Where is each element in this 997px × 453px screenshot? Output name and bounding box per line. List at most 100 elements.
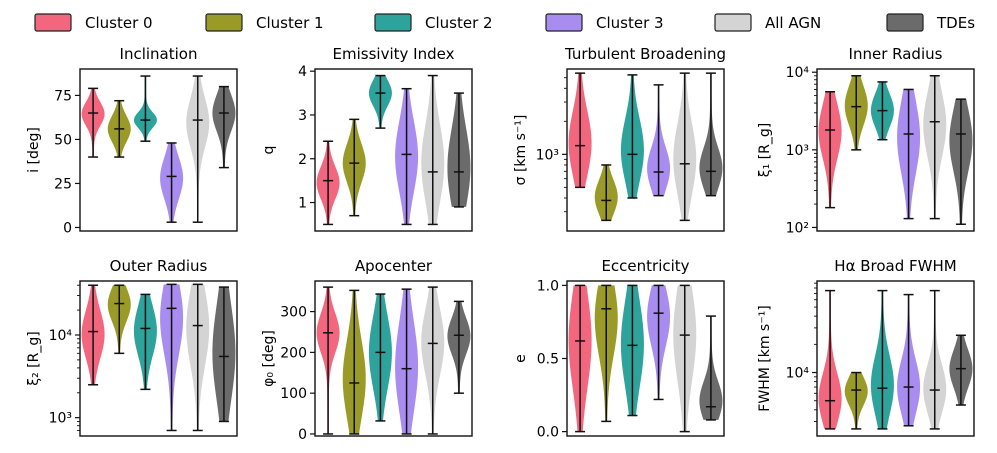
violin-cluster-2 — [870, 289, 894, 430]
violin-cluster-2 — [133, 75, 157, 142]
violin-cluster-1 — [342, 289, 366, 435]
legend-label: TDEs — [936, 14, 975, 32]
violin-cluster-2 — [133, 293, 157, 391]
violin-cluster-1 — [107, 284, 131, 355]
y-tick-label: 0.0 — [537, 425, 559, 441]
y-tick-label: 0.5 — [537, 352, 559, 368]
panel-emissivity-index: 1 2 3 4 Emissivity Index q — [261, 45, 473, 232]
violin-cluster-3 — [160, 142, 184, 223]
axes-frame — [314, 68, 473, 232]
axes-frame — [816, 280, 975, 437]
panel-title: Inclination — [120, 45, 198, 63]
axes-frame — [314, 280, 473, 437]
violin-cluster-0 — [568, 72, 592, 189]
y-tick-label: 10³ — [536, 147, 559, 163]
y-tick-label: 75 — [54, 88, 72, 104]
y-tick-label: 10⁴ — [786, 366, 810, 382]
panel-title: Emissivity Index — [333, 45, 455, 63]
y-tick-label: 0 — [63, 220, 72, 236]
legend-swatch — [374, 13, 412, 32]
violin-cluster-2 — [620, 74, 644, 199]
y-tick-label: 10⁴ — [786, 65, 810, 81]
legend-label: Cluster 3 — [596, 14, 664, 32]
violin-tdes — [699, 315, 723, 421]
panel-eccentricity: 0.0 0.5 1.0 Eccentricity e — [513, 257, 725, 441]
y-tick-label: 3 — [298, 108, 307, 124]
legend-label: Cluster 0 — [85, 14, 153, 32]
panel-title: Inner Radius — [849, 45, 943, 63]
axes-frame — [566, 68, 725, 232]
y-axis-label: e — [513, 354, 529, 363]
y-axis-label: i [deg] — [26, 127, 42, 173]
y-tick-label: 4 — [298, 64, 307, 80]
violin-cluster-2 — [368, 293, 392, 422]
panel-title: Hα Broad FWHM — [834, 257, 956, 275]
axes-frame — [79, 280, 238, 437]
y-tick-label: 1 — [298, 196, 307, 212]
legend-label: All AGN — [765, 14, 821, 32]
panel-apocenter: 0 100 200 300 Apocenter φ₀ [deg] — [261, 257, 473, 443]
y-axis-label: φ₀ [deg] — [261, 330, 277, 387]
axes-frame — [79, 68, 238, 232]
panel-inner-radius: 10² 10³ 10⁴ Inner Radius ξ₁ [R_g] — [757, 45, 975, 236]
violin-cluster-3 — [395, 87, 419, 226]
y-axis-label: σ [km s⁻¹] — [513, 115, 529, 186]
violin-cluster-3 — [897, 293, 921, 427]
y-tick-label: 300 — [280, 305, 307, 321]
legend-swatch — [34, 13, 72, 32]
violin-all-agn — [923, 289, 947, 430]
legend: Cluster 0 Cluster 1 Cluster 2 Cluster 3 All … — [34, 13, 975, 32]
violin-all-agn — [673, 284, 697, 433]
violin-tdes — [212, 286, 236, 423]
y-axis-label: FWHM [km s⁻¹] — [757, 305, 773, 411]
panels: 0 25 50 75 Inclination i [deg] 1 2 3 4 Emissivity … — [26, 45, 975, 443]
violin-all-agn — [923, 75, 947, 220]
y-tick-label: 25 — [54, 176, 72, 192]
legend-swatch — [205, 13, 243, 32]
violin-cluster-0 — [316, 286, 340, 435]
y-tick-label: 200 — [280, 345, 307, 361]
panel-outer-radius: 10³ 10⁴ Outer Radius ξ₂ [R_g] — [26, 257, 238, 437]
legend-label: Cluster 1 — [256, 14, 324, 32]
panel-title: Outer Radius — [110, 257, 208, 275]
y-tick-label: 2 — [298, 152, 307, 168]
violin-cluster-0 — [818, 91, 842, 209]
violin-cluster-0 — [316, 140, 340, 226]
violin-tdes — [949, 334, 973, 406]
violin-cluster-3 — [395, 288, 419, 435]
legend-swatch — [714, 13, 752, 32]
violin-cluster-3 — [647, 284, 671, 401]
violin-cluster-0 — [81, 87, 105, 158]
violin-cluster-1 — [107, 99, 131, 158]
y-axis-label: q — [261, 146, 277, 155]
panel-turbulent-broadening: 10³ Turbulent Broadening σ [km s⁻¹] — [513, 45, 726, 232]
legend-item-cluster-1: Cluster 1 — [205, 13, 324, 32]
panel-title: Apocenter — [355, 257, 433, 275]
violin-all-agn — [186, 283, 210, 432]
violin-cluster-0 — [568, 284, 592, 433]
y-tick-label: 1.0 — [537, 278, 559, 294]
violin-cluster-2 — [620, 284, 644, 417]
violin-cluster-1 — [342, 118, 366, 217]
violin-all-agn — [186, 75, 210, 223]
violin-tdes — [212, 85, 236, 169]
legend-label: Cluster 2 — [425, 14, 493, 32]
y-tick-label: 10³ — [49, 411, 72, 427]
y-tick-label: 50 — [54, 132, 72, 148]
y-tick-label: 100 — [280, 386, 307, 402]
violin-tdes — [949, 98, 973, 225]
legend-swatch — [886, 13, 924, 32]
violin-tdes — [699, 72, 723, 197]
legend-item-cluster-3: Cluster 3 — [545, 13, 664, 32]
violin-cluster-3 — [647, 84, 671, 197]
violin-cluster-1 — [844, 371, 868, 430]
y-tick-label: 10³ — [786, 143, 809, 159]
legend-item-cluster-2: Cluster 2 — [374, 13, 493, 32]
violin-cluster-3 — [897, 88, 921, 220]
violin-all-agn — [421, 286, 445, 435]
y-tick-label: 0 — [298, 427, 307, 443]
violin-cluster-1 — [594, 284, 618, 423]
panel-inclination: 0 25 50 75 Inclination i [deg] — [26, 45, 238, 236]
y-axis-label: ξ₂ [R_g] — [26, 331, 42, 385]
violin-cluster-1 — [844, 75, 868, 151]
